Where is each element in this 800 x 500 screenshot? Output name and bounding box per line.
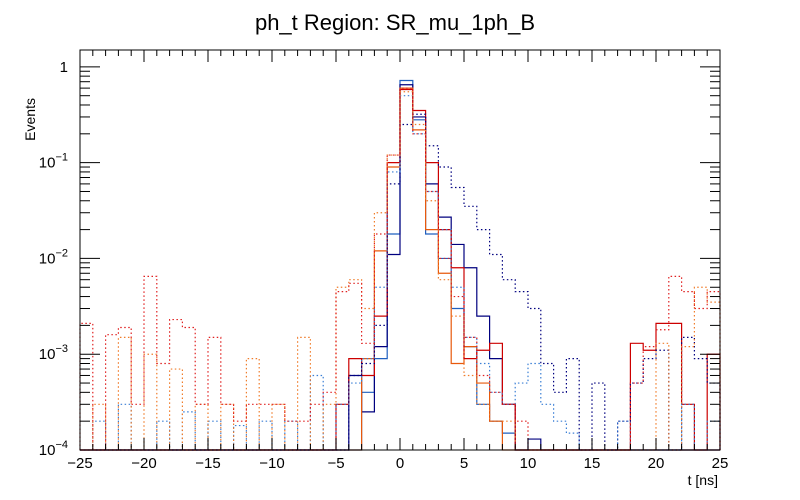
chart-title: ph_t Region: SR_mu_1ph_B (255, 10, 535, 35)
y-tick-label-exponent: −2 (55, 247, 68, 259)
y-axis-label: Events (22, 98, 38, 141)
x-tick-label: −25 (67, 455, 92, 472)
y-tick-label-base: 10 (39, 442, 56, 459)
y-tick-label-exponent: −3 (55, 343, 68, 355)
series-orange-dotted (80, 91, 721, 451)
plot-frame (79, 49, 721, 451)
y-tick-label: 10−1 (39, 152, 68, 172)
x-tick-label: −5 (327, 455, 344, 472)
tick-layer: −25 −20 −15 −10 −5 0 5 10 15 20 25110−110−210−310−… (39, 50, 729, 472)
y-tick-label: 10−4 (39, 439, 68, 459)
y-tick-label-base: 10 (39, 155, 56, 172)
x-tick-label: 15 (584, 455, 601, 472)
y-tick-label-base: 10 (39, 346, 56, 363)
x-tick-label: 25 (712, 455, 729, 472)
x-tick-label: 0 (396, 455, 404, 472)
y-tick-label-exponent: −4 (55, 439, 68, 451)
y-tick-label: 10−2 (39, 247, 68, 267)
y-tick-label-base: 10 (39, 250, 56, 267)
x-tick-label: −20 (131, 455, 156, 472)
y-tick-label-exponent: −1 (55, 152, 68, 164)
x-tick-label: 5 (460, 455, 468, 472)
y-tick-label: 1 (60, 59, 68, 76)
x-tick-label: −15 (195, 455, 220, 472)
x-axis-label: t [ns] (688, 472, 718, 488)
y-tick-label: 10−3 (39, 343, 68, 363)
x-tick-label: −10 (259, 455, 284, 472)
x-tick-label: 20 (648, 455, 665, 472)
x-tick-label: 10 (520, 455, 537, 472)
